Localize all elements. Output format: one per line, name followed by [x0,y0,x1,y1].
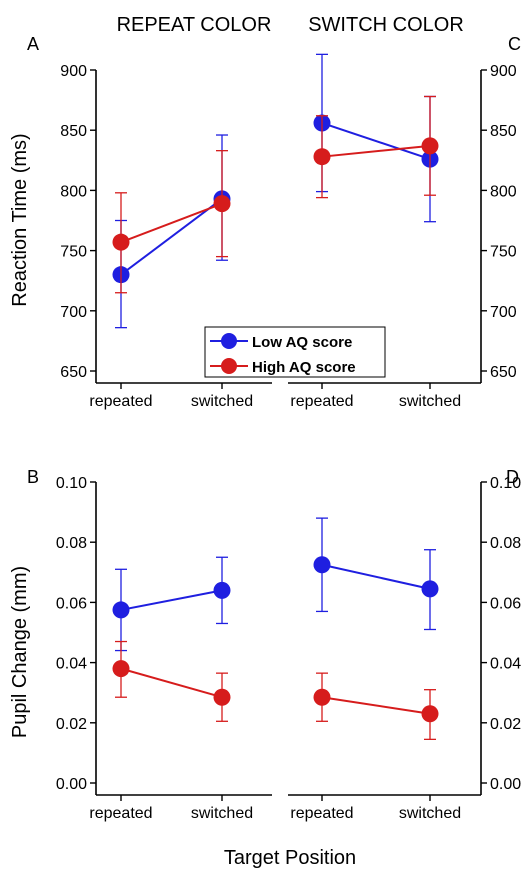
panel-b-y-tick-label: 0.02 [56,716,87,733]
panel-b-point-low [112,601,130,619]
panel-a-y-tick-label: 650 [60,364,87,381]
panel-a-y-tick-label: 800 [60,183,87,200]
panel-b-y-tick-label: 0.06 [56,595,87,612]
panel-letter-c: C [508,34,521,54]
legend-marker-low [221,333,237,349]
panel-a-y-tick-label: 850 [60,123,87,140]
panel-a-y-tick-label: 750 [60,244,87,261]
panel-b-x-tick-label: switched [191,805,253,822]
panel-d-y-tick-label: 0.04 [490,656,521,673]
legend: Low AQ score High AQ score [204,326,386,378]
panel-b-point-low [213,581,231,599]
panel-c-y-tick-label: 750 [490,244,517,261]
panel-d-x-tick-label: repeated [290,805,353,822]
panel-d-series-line-low [321,563,431,590]
panel-b-series-line-high [120,667,223,699]
panel-b-y-tick-label: 0.08 [56,535,87,552]
panels: 650 700 750 800 850 900 repeated switched 650 700… [56,53,521,822]
legend-label-high: High AQ score [252,359,356,376]
panel-d-point-low [421,580,439,598]
panel-b-x-tick-label: repeated [89,805,152,822]
y-axis-label-pupil-change: Pupil Change (mm) [9,566,31,738]
panel-c-y-tick-label: 700 [490,304,517,321]
panel-a-x-tick-label: switched [191,393,253,410]
panel-letter-d: D [506,467,519,487]
panel-d-series-line-high [321,696,431,715]
x-axis-label-shared: Target Position [224,847,356,869]
panel-a-point-high [213,195,231,213]
legend-label-low: Low AQ score [252,334,352,351]
panel-a-y-tick-label: 700 [60,304,87,321]
panel-b-y-tick-label: 0.10 [56,475,87,492]
panel-c-y-tick-label: 850 [490,123,517,140]
panel-b-y-tick-label: 0.04 [56,656,87,673]
panel-d-point-high [421,705,439,723]
panel-a-series-line-low [120,198,223,276]
panel-b-point-high [213,688,231,706]
panel-d-y-tick-label: 0.02 [490,716,521,733]
y-axis-label-reaction-time: Reaction Time (ms) [9,133,31,306]
panel-b-y-tick-label: 0.00 [56,776,87,793]
panel-d-x-tick-label: switched [399,805,461,822]
panel-c-x-tick-label: repeated [290,393,353,410]
column-title-switch: SWITCH COLOR [308,14,464,36]
panel-c-x-tick-label: switched [399,393,461,410]
panel-c-series-line-high [321,144,431,158]
panel-d-y-tick-label: 0.06 [490,595,521,612]
panel-a-series-line-high [120,202,223,244]
panel-b-point-high [112,660,130,678]
panel-c-y-tick-label: 900 [490,63,517,80]
panel-b-series-line-low [120,589,223,611]
panel-letter-a: A [27,34,39,54]
panel-c-series-line-low [321,122,431,161]
panel-c-y-tick-label: 650 [490,364,517,381]
panel-letter-b: B [27,467,39,487]
panel-d-y-tick-label: 0.10 [490,475,521,492]
panel-d-y-tick-label: 0.00 [490,776,521,793]
panel-c-point-high [421,137,439,155]
panel-d-point-high [313,688,331,706]
panel-d-point-low [313,556,331,574]
panel-c-y-tick-label: 800 [490,183,517,200]
panel-a-x-tick-label: repeated [89,393,152,410]
panel-c-point-high [313,148,331,166]
panel-a-point-high [112,233,130,251]
panel-a-y-tick-label: 900 [60,63,87,80]
legend-marker-high [221,358,237,374]
panel-d-y-tick-label: 0.08 [490,535,521,552]
column-title-repeat: REPEAT COLOR [117,14,272,36]
